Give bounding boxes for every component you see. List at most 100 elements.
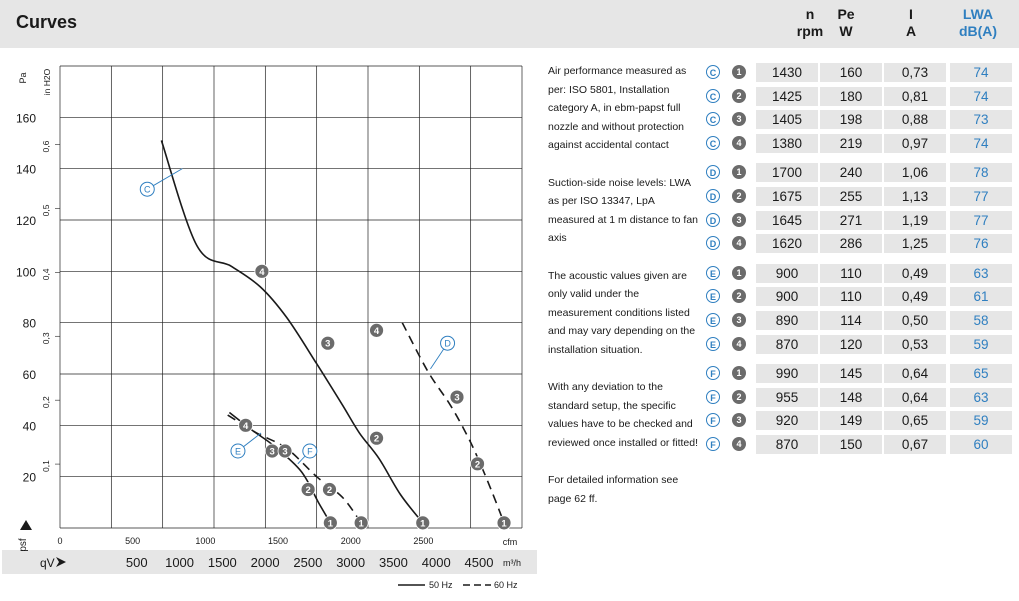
curve-letter-badge: E bbox=[706, 266, 720, 280]
table-cell-n: 920 bbox=[756, 411, 818, 430]
operating-point-label: 4 bbox=[243, 421, 249, 432]
y-tick-label-inh2o: 0,6 bbox=[41, 140, 51, 152]
x-tick-label-cfm: 0 bbox=[57, 536, 62, 546]
table-cell-n: 1430 bbox=[756, 63, 818, 82]
curve-letter-badge: D bbox=[706, 236, 720, 250]
table-cell-i: 0,64 bbox=[884, 364, 946, 383]
table-cell-pe: 219 bbox=[820, 134, 882, 153]
table-cell-i: 1,06 bbox=[884, 163, 946, 182]
table-cell-lwa: 63 bbox=[950, 264, 1012, 283]
col-header-power-symbol: Pe bbox=[837, 6, 855, 22]
curve-letter-badge: D bbox=[706, 213, 720, 227]
x-tick-label-m3h: 4000 bbox=[422, 555, 451, 570]
note-noise: Suction-side noise levels: LWA as per IS… bbox=[548, 176, 698, 245]
operating-point-marker bbox=[449, 389, 465, 405]
series-line-solid bbox=[160, 140, 424, 524]
table-cell-lwa: 61 bbox=[950, 287, 1012, 306]
table-cell-i: 0,73 bbox=[884, 63, 946, 82]
table-cell-lwa: 58 bbox=[950, 311, 1012, 330]
curve-letter-badge: F bbox=[706, 437, 720, 451]
curve-letter-marker bbox=[440, 335, 456, 351]
table-cell-i: 0,64 bbox=[884, 388, 946, 407]
y-tick-label-inh2o: 0,5 bbox=[41, 204, 51, 216]
y-axis-symbol: psf bbox=[18, 538, 29, 552]
x-tick-label-m3h: 3000 bbox=[336, 555, 365, 570]
operating-point-marker bbox=[300, 482, 316, 497]
table-cell-i: 1,19 bbox=[884, 211, 946, 230]
x-tick-label-cfm: 500 bbox=[125, 536, 140, 546]
col-header-current-symbol: I bbox=[909, 6, 913, 22]
y-tick-label-pa: 60 bbox=[23, 368, 37, 382]
operating-point-badge: 1 bbox=[732, 165, 746, 179]
table-cell-n: 1700 bbox=[756, 163, 818, 182]
x-tick-label-cfm: 2500 bbox=[413, 536, 433, 546]
col-header-noise-unit: dB(A) bbox=[958, 23, 998, 39]
y-tick-label-inh2o: 0,1 bbox=[41, 460, 51, 472]
operating-point-marker bbox=[254, 263, 270, 279]
operating-point-badge: 1 bbox=[732, 266, 746, 280]
y-tick-label-pa: 140 bbox=[16, 163, 36, 177]
col-header-power: Pe W bbox=[811, 6, 881, 40]
col-header-power-unit: W bbox=[839, 23, 853, 39]
col-header-current-unit: A bbox=[905, 23, 917, 39]
operating-point-marker bbox=[277, 443, 293, 459]
operating-point-label: 2 bbox=[327, 485, 332, 496]
table-cell-n: 900 bbox=[756, 287, 818, 306]
operating-point-badge: 4 bbox=[732, 236, 746, 250]
y-axis-arrow-icon bbox=[20, 520, 32, 530]
table-cell-i: 0,97 bbox=[884, 134, 946, 153]
note-reference: For detailed information see page 62 ff. bbox=[548, 474, 679, 505]
operating-point-marker bbox=[322, 515, 338, 531]
curve-letter-badge: E bbox=[706, 337, 720, 351]
table-cell-lwa: 74 bbox=[950, 87, 1012, 106]
curve-letter-badge: E bbox=[706, 289, 720, 303]
table-cell-n: 990 bbox=[756, 364, 818, 383]
operating-point-badge: 2 bbox=[732, 390, 746, 404]
x-tick-label-m3h: 1000 bbox=[165, 555, 194, 570]
note-measurement: Air performance measured as per: ISO 580… bbox=[548, 65, 687, 152]
operating-point-marker bbox=[322, 482, 337, 497]
table-cell-n: 870 bbox=[756, 335, 818, 354]
table-cell-n: 1645 bbox=[756, 211, 818, 230]
y-tick-label-pa: 120 bbox=[16, 214, 36, 228]
table-cell-n: 1675 bbox=[756, 187, 818, 206]
curve-letter-badge: C bbox=[706, 136, 720, 150]
operating-point-label: 4 bbox=[374, 326, 380, 337]
operating-point-badge: 3 bbox=[732, 213, 746, 227]
table-cell-pe: 145 bbox=[820, 364, 882, 383]
curve-letter-badge: F bbox=[706, 390, 720, 404]
operating-point-label: 3 bbox=[270, 447, 275, 458]
operating-point-label: 1 bbox=[328, 518, 334, 529]
table-cell-n: 1380 bbox=[756, 134, 818, 153]
operating-point-badge: 4 bbox=[732, 437, 746, 451]
curve-letter-badge: F bbox=[706, 366, 720, 380]
table-cell-pe: 286 bbox=[820, 234, 882, 253]
table-cell-pe: 160 bbox=[820, 63, 882, 82]
operating-point-badge: 3 bbox=[732, 112, 746, 126]
cfm-band bbox=[4, 533, 537, 547]
x-tick-label-m3h: 2500 bbox=[293, 555, 322, 570]
performance-chart: 20406080100120140160Pa0,10,20,30,40,50,6… bbox=[2, 65, 537, 590]
table-cell-pe: 198 bbox=[820, 110, 882, 129]
operating-point-label: 1 bbox=[501, 518, 507, 529]
x-tick-label-m3h: 3500 bbox=[379, 555, 408, 570]
operating-point-label: 2 bbox=[475, 459, 480, 470]
y-tick-label-pa: 100 bbox=[16, 265, 36, 279]
curve-letter-badge: E bbox=[706, 313, 720, 327]
table-cell-i: 0,49 bbox=[884, 264, 946, 283]
curve-letter-badge: F bbox=[706, 413, 720, 427]
table-cell-lwa: 60 bbox=[950, 435, 1012, 454]
curve-letter-badge: D bbox=[706, 165, 720, 179]
operating-point-label: 1 bbox=[359, 518, 365, 529]
table-cell-lwa: 77 bbox=[950, 187, 1012, 206]
table-cell-n: 1405 bbox=[756, 110, 818, 129]
curve-letter-marker bbox=[230, 443, 246, 459]
series-line-dashed bbox=[401, 322, 505, 524]
table-cell-pe: 240 bbox=[820, 163, 882, 182]
x-tick-label-m3h: 1500 bbox=[208, 555, 237, 570]
curve-letter-badge: C bbox=[706, 89, 720, 103]
y-tick-label-pa: 40 bbox=[23, 419, 37, 433]
table-cell-lwa: 74 bbox=[950, 63, 1012, 82]
series-line-dashed bbox=[227, 414, 362, 524]
legend-label-50hz: 50 Hz bbox=[429, 580, 453, 590]
